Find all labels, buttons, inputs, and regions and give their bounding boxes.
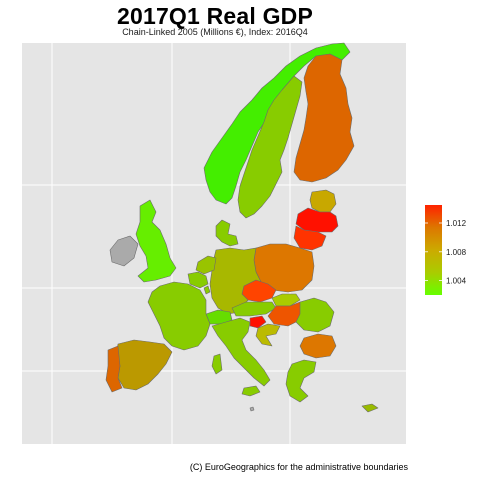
region-italy-sicily	[241, 385, 261, 397]
region-finland	[293, 53, 355, 183]
region-lithuania	[293, 225, 327, 251]
region-norway	[203, 42, 351, 205]
region-romania	[295, 297, 335, 333]
legend: 1.004 1.008 1.012	[425, 205, 467, 295]
region-latvia	[295, 207, 339, 233]
source-caption: (C) EuroGeographics for the administrati…	[189, 462, 408, 472]
legend-labels: 1.004 1.008 1.012	[446, 219, 467, 286]
region-ireland	[109, 235, 139, 267]
legend-tick-label: 1.004	[446, 277, 467, 286]
region-luxembourg	[203, 285, 211, 295]
legend-ticks	[425, 222, 442, 282]
country-regions	[105, 42, 379, 413]
region-malta	[249, 406, 255, 412]
region-bulgaria	[299, 333, 337, 359]
region-netherlands	[195, 255, 217, 275]
region-greece	[285, 359, 317, 403]
region-slovenia	[249, 315, 267, 329]
map-panel	[22, 43, 406, 444]
region-sweden	[237, 75, 303, 219]
legend-tick-label: 1.008	[446, 248, 467, 257]
region-united-kingdom	[135, 199, 177, 283]
region-italy-sardinia	[211, 353, 223, 375]
region-belgium	[187, 271, 209, 289]
region-denmark	[215, 219, 239, 247]
region-croatia	[255, 323, 281, 347]
chart-subtitle: Chain-Linked 2005 (Millions €), Index: 2…	[122, 27, 308, 37]
legend-tick-label: 1.012	[446, 219, 467, 228]
chart-title: 2017Q1 Real GDP	[116, 3, 314, 29]
region-portugal	[105, 345, 123, 393]
region-italy	[211, 317, 271, 387]
region-france	[147, 281, 211, 351]
region-cyprus	[361, 403, 379, 413]
legend-colorbar	[425, 205, 442, 295]
region-estonia	[309, 189, 337, 213]
